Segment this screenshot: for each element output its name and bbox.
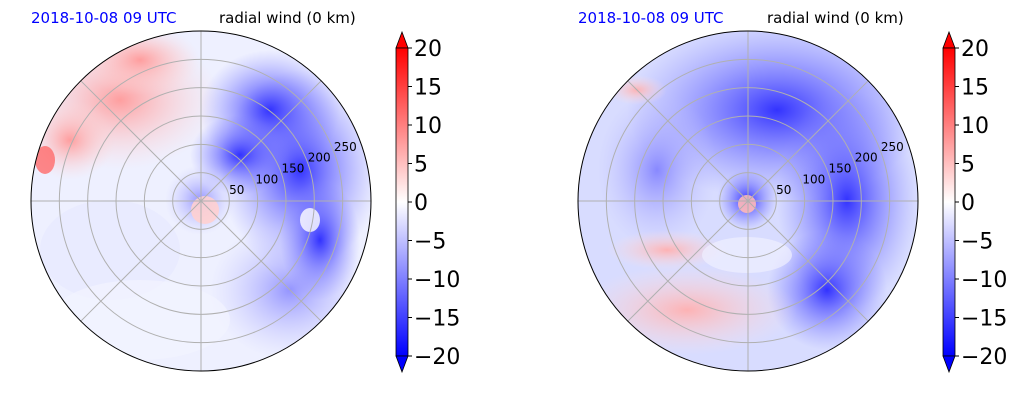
colorbar-tick-label: 0 <box>961 191 975 216</box>
radial-wind-field-right <box>578 31 918 371</box>
radial-tick-label: 100 <box>255 172 278 186</box>
radial-tick-label: 150 <box>282 161 305 175</box>
colorbar-right: 20 15 10 5 0 −5 −10 −15 −20 <box>942 30 1007 374</box>
panel-title: radial wind (0 km) <box>219 9 356 27</box>
colorbar-tick-label: 0 <box>414 191 428 216</box>
panel-left: 50 100 150 200 250 20 15 10 5 0 −5 −10 −15 −20 2018-… <box>30 9 460 374</box>
colorbar-tick-label: −10 <box>961 268 1007 293</box>
colorbar-tick-label: 5 <box>961 153 975 178</box>
colorbar-tick-label: 20 <box>961 37 989 62</box>
angular-gridline <box>80 200 202 322</box>
colorbar-tick-label: 20 <box>414 37 442 62</box>
colorbar-tick-label: 10 <box>961 114 989 139</box>
colorbar-tick-label: 15 <box>414 76 442 101</box>
colorbar-extend-min <box>942 355 956 374</box>
polar-grid-left <box>31 31 371 371</box>
panel-date-label: 2018-10-08 09 UTC <box>578 9 724 27</box>
polar-grid-right <box>578 31 918 371</box>
colorbar-gradient <box>942 47 956 357</box>
radial-tick-label: 250 <box>881 140 904 154</box>
panel-right: 50 100 150 200 250 20 15 10 5 0 −5 −10 −15 −20 2018-… <box>547 0 1028 401</box>
colorbar-tick-label: −15 <box>414 307 460 332</box>
angular-gridline <box>200 200 322 322</box>
polar-frame-left <box>30 30 372 372</box>
radial-tick-label: 100 <box>802 172 825 186</box>
colorbar-tick-label: −20 <box>961 345 1007 370</box>
radial-tick-label: 200 <box>855 151 878 165</box>
colorbar-tick-label: 10 <box>414 114 442 139</box>
radial-tick-label: 50 <box>229 183 244 197</box>
angular-gridline <box>200 80 322 202</box>
polar-frame-right <box>577 30 919 372</box>
angular-gridline <box>627 200 749 322</box>
colorbar-tick-label: −5 <box>414 230 446 255</box>
radial-tick-label: 150 <box>829 161 852 175</box>
angular-gridline <box>80 80 202 202</box>
colorbar-extend-max <box>942 30 956 49</box>
angular-gridline <box>627 80 749 202</box>
colorbar-extend-max <box>395 30 409 49</box>
panel-date-label: 2018-10-08 09 UTC <box>31 9 177 27</box>
radial-tick-label: 200 <box>308 151 331 165</box>
colorbar-tick-label: −10 <box>414 268 460 293</box>
colorbar-tick-label: −15 <box>961 307 1007 332</box>
colorbar-tick-label: −5 <box>961 230 993 255</box>
panel-title: radial wind (0 km) <box>767 9 904 27</box>
radial-tick-label: 250 <box>334 140 357 154</box>
colorbar-gradient <box>395 47 409 357</box>
colorbar-tick-label: 5 <box>414 153 428 178</box>
colorbar-tick-label: −20 <box>414 345 460 370</box>
angular-gridline <box>747 80 869 202</box>
radial-wind-field-left <box>31 31 371 371</box>
radial-tick-label: 50 <box>776 183 791 197</box>
angular-gridline <box>747 200 869 322</box>
colorbar-left: 20 15 10 5 0 −5 −10 −15 −20 <box>395 30 460 374</box>
colorbar-extend-min <box>395 355 409 374</box>
colorbar-tick-label: 15 <box>961 76 989 101</box>
